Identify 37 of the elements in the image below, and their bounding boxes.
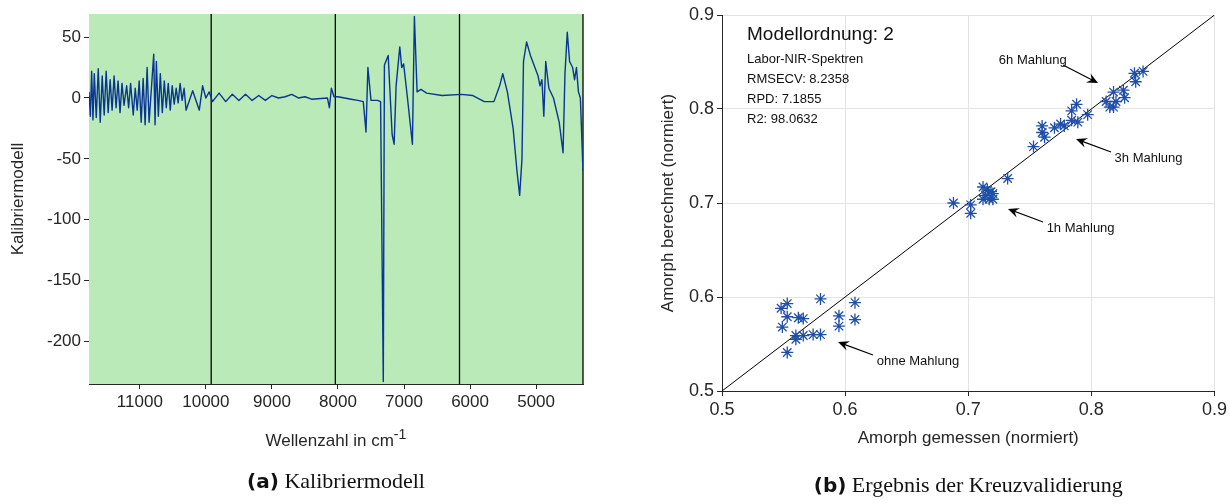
x-axis-title: Amorph gemessen (normiert) (857, 428, 1079, 448)
x-tick-label: 8000 (319, 391, 357, 411)
y-tick-label: 0.7 (688, 191, 714, 212)
y-tick-label: 0.8 (688, 97, 714, 118)
x-tick-label: 10000 (182, 391, 230, 411)
x-tick-label: 0.5 (709, 398, 735, 419)
x-tick-label: 6000 (451, 391, 489, 411)
y-tick-label: 0 (71, 87, 81, 107)
annotation: 3h Mahlung (1114, 150, 1183, 166)
y-tick-label: -100 (46, 209, 81, 229)
y-axis-title: Amorph berechnet (normiert) (658, 93, 678, 313)
y-tick-label: 0.6 (688, 285, 714, 306)
y-tick-label: -200 (46, 331, 81, 351)
y-tick-label: 50 (62, 26, 81, 46)
x-tick-label: 11000 (116, 391, 163, 411)
x-tick-label: 5000 (517, 391, 556, 411)
annotation: RMSECV: 8.2358 (747, 71, 850, 86)
x-tick-label: 0.6 (832, 398, 858, 419)
y-tick-label: -150 (46, 270, 81, 290)
text: (b) Ergebnis der Kreuzvalidierung (813, 472, 1123, 498)
annotation: 6h Mahlung (998, 51, 1067, 67)
y-tick-label: -50 (56, 148, 81, 168)
x-axis-title: Wellenzahl in cm$^{-1}$ (265, 426, 407, 451)
x-tick-label: 0.7 (955, 398, 981, 419)
annotation: Labor-NIR-Spektren (747, 51, 864, 66)
x-tick-label: 0.9 (1201, 398, 1227, 419)
annotation: R2: 98.0632 (747, 111, 818, 126)
y-axis-title: Kalibriermodell (8, 142, 28, 256)
x-tick-label: 7000 (385, 391, 423, 411)
x-tick-label: 9000 (253, 391, 291, 411)
y-tick-label: 0.9 (688, 3, 714, 24)
annotation: 1h Mahlung (1046, 219, 1115, 235)
annotation: RPD: 7.1855 (747, 91, 822, 106)
text: (a) Kalibriermodell (247, 468, 425, 494)
x-tick-label: 0.8 (1078, 398, 1104, 419)
annotation: ohne Mahlung (876, 353, 960, 369)
annotation: Modellordnung: 2 (747, 23, 894, 45)
